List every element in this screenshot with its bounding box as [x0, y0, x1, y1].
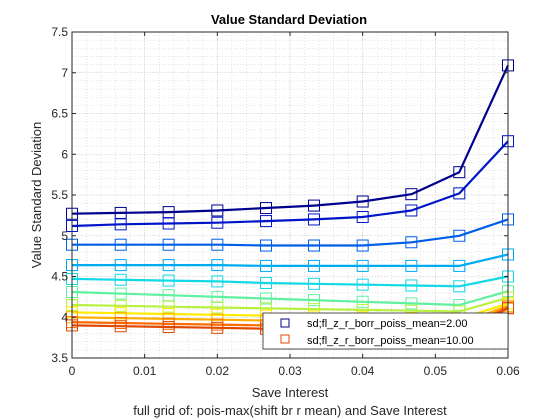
series-line	[71, 290, 509, 307]
data-point-marker	[114, 287, 127, 300]
data-point-marker	[162, 238, 175, 251]
series-line	[71, 275, 509, 288]
legend: sd;fl_z_r_borr_poiss_mean=2.00 sd;fl_z_r…	[262, 312, 509, 350]
legend-marker-series-1	[280, 318, 290, 328]
data-point-marker	[114, 299, 127, 312]
data-point-marker	[162, 321, 175, 334]
data-point-marker	[162, 217, 175, 230]
chart-title: Value Standard Deviation	[211, 12, 367, 27]
data-point-marker	[162, 300, 175, 313]
y-tick-label: 5.5	[51, 188, 68, 202]
series-line	[71, 296, 509, 313]
data-point-marker	[114, 273, 127, 286]
data-point-marker	[114, 218, 127, 231]
y-tick-label: 4	[61, 310, 68, 324]
x-tick-label: 0.04	[351, 364, 375, 378]
x-axis-label: Save Interest	[252, 385, 329, 400]
series-4	[66, 248, 514, 272]
data-point-marker	[453, 259, 466, 272]
legend-box	[262, 312, 509, 350]
data-point-marker	[260, 292, 273, 305]
data-point-marker	[260, 277, 273, 290]
x-tick-label: 0	[69, 364, 76, 378]
y-tick-label: 6.5	[51, 107, 68, 121]
data-point-marker	[260, 239, 273, 252]
data-point-marker	[453, 187, 466, 200]
y-tick-label: 4.5	[51, 270, 68, 284]
data-point-marker	[453, 280, 466, 293]
data-point-marker	[260, 215, 273, 228]
figure-caption: full grid of: pois-max(shift br r mean) …	[133, 403, 447, 418]
data-point-marker	[307, 259, 320, 272]
y-tick-label: 7.5	[51, 25, 68, 39]
data-point-marker	[356, 239, 369, 252]
data-point-marker	[405, 297, 418, 310]
y-tick-label: 7	[61, 66, 68, 80]
data-point-marker	[307, 277, 320, 290]
data-point-marker	[114, 238, 127, 251]
data-point-marker	[405, 188, 418, 201]
data-point-marker	[453, 166, 466, 179]
x-tick-label: 0.05	[424, 364, 448, 378]
series-line	[72, 253, 509, 267]
data-point-marker	[453, 229, 466, 242]
data-point-marker	[114, 320, 127, 333]
data-point-marker	[211, 275, 224, 288]
data-point-marker	[211, 238, 224, 251]
x-tick-label: 0.06	[496, 364, 520, 378]
data-point-marker	[307, 213, 320, 226]
y-tick-label: 3.5	[51, 351, 68, 365]
y-tick-label: 6	[61, 147, 68, 161]
data-point-marker	[307, 199, 320, 212]
data-point-marker	[162, 259, 175, 272]
y-tick-label: 5	[61, 229, 68, 243]
data-point-marker	[307, 294, 320, 307]
series-line	[72, 218, 509, 247]
series-line	[71, 140, 509, 228]
x-tick-label: 0.02	[206, 364, 230, 378]
series-5	[66, 270, 514, 293]
data-point-marker	[211, 259, 224, 272]
data-point-marker	[211, 301, 224, 314]
data-point-marker	[405, 259, 418, 272]
data-point-marker	[405, 236, 418, 249]
series-line	[71, 64, 510, 215]
data-point-marker	[356, 259, 369, 272]
data-point-marker	[356, 278, 369, 291]
legend-marker-series-2	[280, 334, 290, 344]
series-2	[66, 135, 514, 232]
data-point-marker	[114, 259, 127, 272]
y-axis-label: Value Standard Deviation	[29, 122, 44, 268]
data-point-marker	[307, 239, 320, 252]
x-tick-label: 0.01	[133, 364, 157, 378]
data-point-marker	[356, 295, 369, 308]
x-tick-label: 0.03	[278, 364, 302, 378]
data-point-marker	[356, 195, 369, 208]
data-point-marker	[405, 279, 418, 292]
data-point-marker	[211, 216, 224, 229]
data-point-marker	[260, 259, 273, 272]
data-point-marker	[211, 204, 224, 217]
legend-label-series-1: sd;fl_z_r_borr_poiss_mean=2.00	[307, 318, 468, 330]
legend-label-series-2: sd;fl_z_r_borr_poiss_mean=10.00	[307, 335, 474, 347]
data-point-marker	[405, 204, 418, 217]
data-point-marker	[356, 211, 369, 224]
series-7	[66, 291, 514, 318]
data-point-marker	[162, 274, 175, 287]
data-point-marker	[260, 202, 273, 215]
data-point-marker	[211, 321, 224, 334]
axis-ticks: 0 0.01 0.02 0.03 0.04 0.05 0.06 3.5 4 4.5 5 5.5 6 6.5…	[51, 25, 520, 378]
